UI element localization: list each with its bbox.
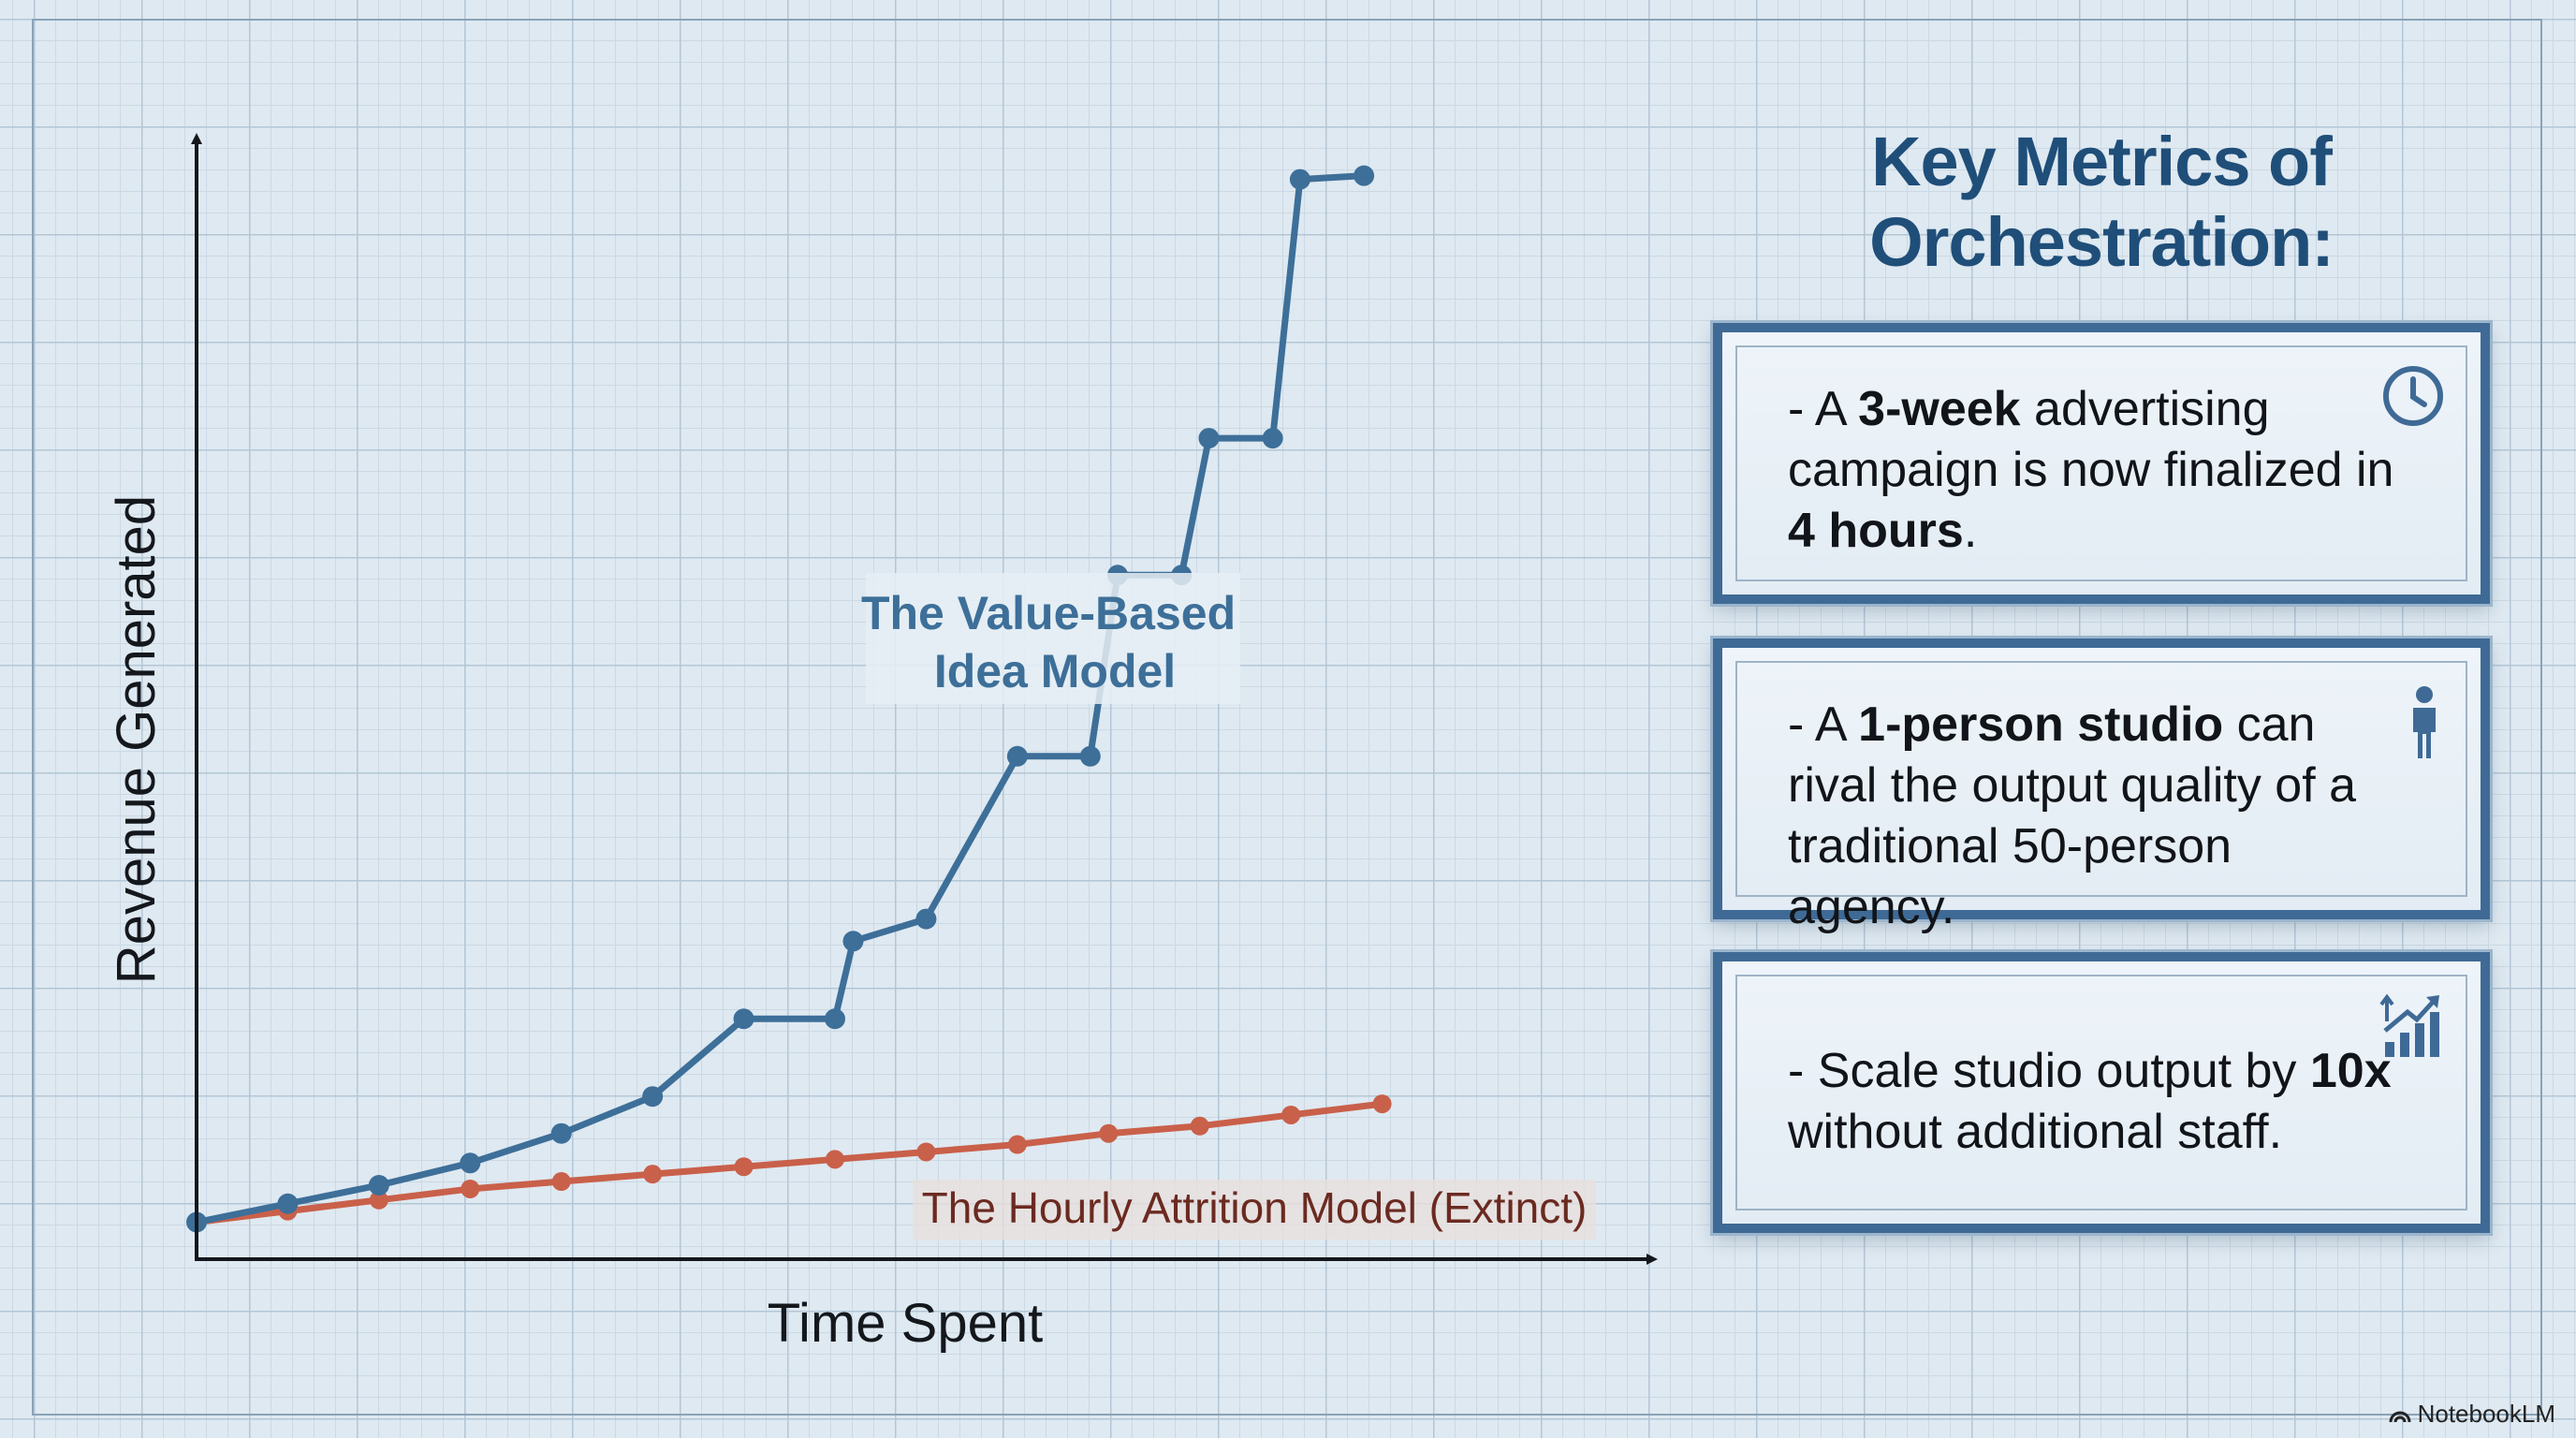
value-model-point-3 [460,1152,481,1174]
value-model-label-bg [866,573,1240,704]
value-model-point-7 [825,1008,845,1030]
card-inner-frame [1735,345,2467,581]
attrition-model-point-3 [461,1179,480,1198]
value-model-point-16 [1289,169,1310,190]
attrition-model-point-8 [916,1142,936,1162]
value-model-point-10 [1006,745,1028,767]
metric-highlight: 3-week [1858,382,2021,436]
watermark: NotebookLM [2388,1400,2555,1429]
attrition-model-point-6 [734,1157,754,1177]
metric-text-part: - Scale studio output by [1788,1044,2310,1098]
metrics-title-line2: Orchestration: [1869,203,2334,281]
metric-card-scale: - Scale studio output by 10x without add… [1713,952,2490,1233]
metric-highlight: 1-person studio [1858,697,2224,752]
attrition-model-line [196,1100,1383,1225]
metric-text-part: can rival the output quality of a tradit… [1788,697,2357,934]
attrition-model-label: The Hourly Attrition Model (Extinct) [922,1183,1588,1232]
metric-highlight: 10x [2309,1044,2392,1098]
metric-text-studio: - A 1-person studio can rival the output… [1788,695,2406,938]
notebooklm-logo-icon [2389,1411,2411,1422]
metric-text-part: advertising campaign is now finalized in [1788,382,2394,497]
growth-chart-icon [2379,993,2439,1057]
value-model-label-line2: Idea Model [934,645,1176,697]
metric-card-studio: - A 1-person studio can rival the output… [1713,638,2490,934]
metrics-title-line1: Key Metrics of [1871,123,2333,200]
value-model-line [196,172,1365,1225]
attrition-model-point-11 [1190,1116,1209,1136]
metric-text-part: . [1963,504,1978,558]
attrition-model-point-10 [1099,1123,1119,1143]
x-axis-title: Time Spent [768,1293,1043,1354]
attrition-model-point-13 [1372,1094,1392,1114]
metric-text-part: - A [1788,382,1859,436]
attrition-model-point-5 [643,1165,663,1184]
attrition-model-point-7 [826,1150,844,1169]
attrition-model-point-12 [1281,1105,1301,1124]
value-model-point-11 [1079,745,1101,767]
value-model-point-15 [1262,428,1283,449]
person-icon [2413,686,2436,758]
value-model-point-1 [277,1193,299,1214]
attrition-model-label-bg [913,1180,1596,1240]
series-layer [186,165,1392,1233]
watermark-text: NotebookLM [2417,1400,2555,1428]
y-axis-title: Revenue Generated [106,495,167,984]
card-inner-frame [1735,975,2467,1211]
value-model-point-8 [842,931,864,952]
value-model-point-17 [1354,165,1375,186]
clock-icon [2383,366,2443,426]
attrition-model-point-2 [369,1190,388,1210]
value-model-point-9 [915,908,937,930]
metric-text-campaign: - A 3-week advertising campaign is now f… [1788,379,2406,562]
metric-card-campaign: - A 3-week advertising campaign is now f… [1713,323,2490,604]
metric-text-part: without additional staff. [1788,1105,2283,1159]
value-model-point-4 [550,1123,572,1144]
attrition-model-point-9 [1007,1135,1027,1154]
attrition-model-point-4 [551,1172,571,1192]
value-model-label: The Value-Based Idea Model [861,587,1249,697]
card-inner-frame [1735,661,2467,897]
metric-text-scale: - Scale studio output by 10x without add… [1788,1041,2406,1163]
metric-text-part: - A [1788,697,1859,752]
value-model-point-14 [1198,428,1220,449]
value-model-point-2 [368,1175,389,1196]
metric-highlight: 4 hours [1788,504,1964,558]
value-model-label-line1: The Value-Based [861,587,1236,639]
value-model-point-5 [642,1086,664,1108]
metrics-title: Key Metrics of Orchestration: [1774,122,2429,283]
value-model-point-6 [733,1008,754,1030]
